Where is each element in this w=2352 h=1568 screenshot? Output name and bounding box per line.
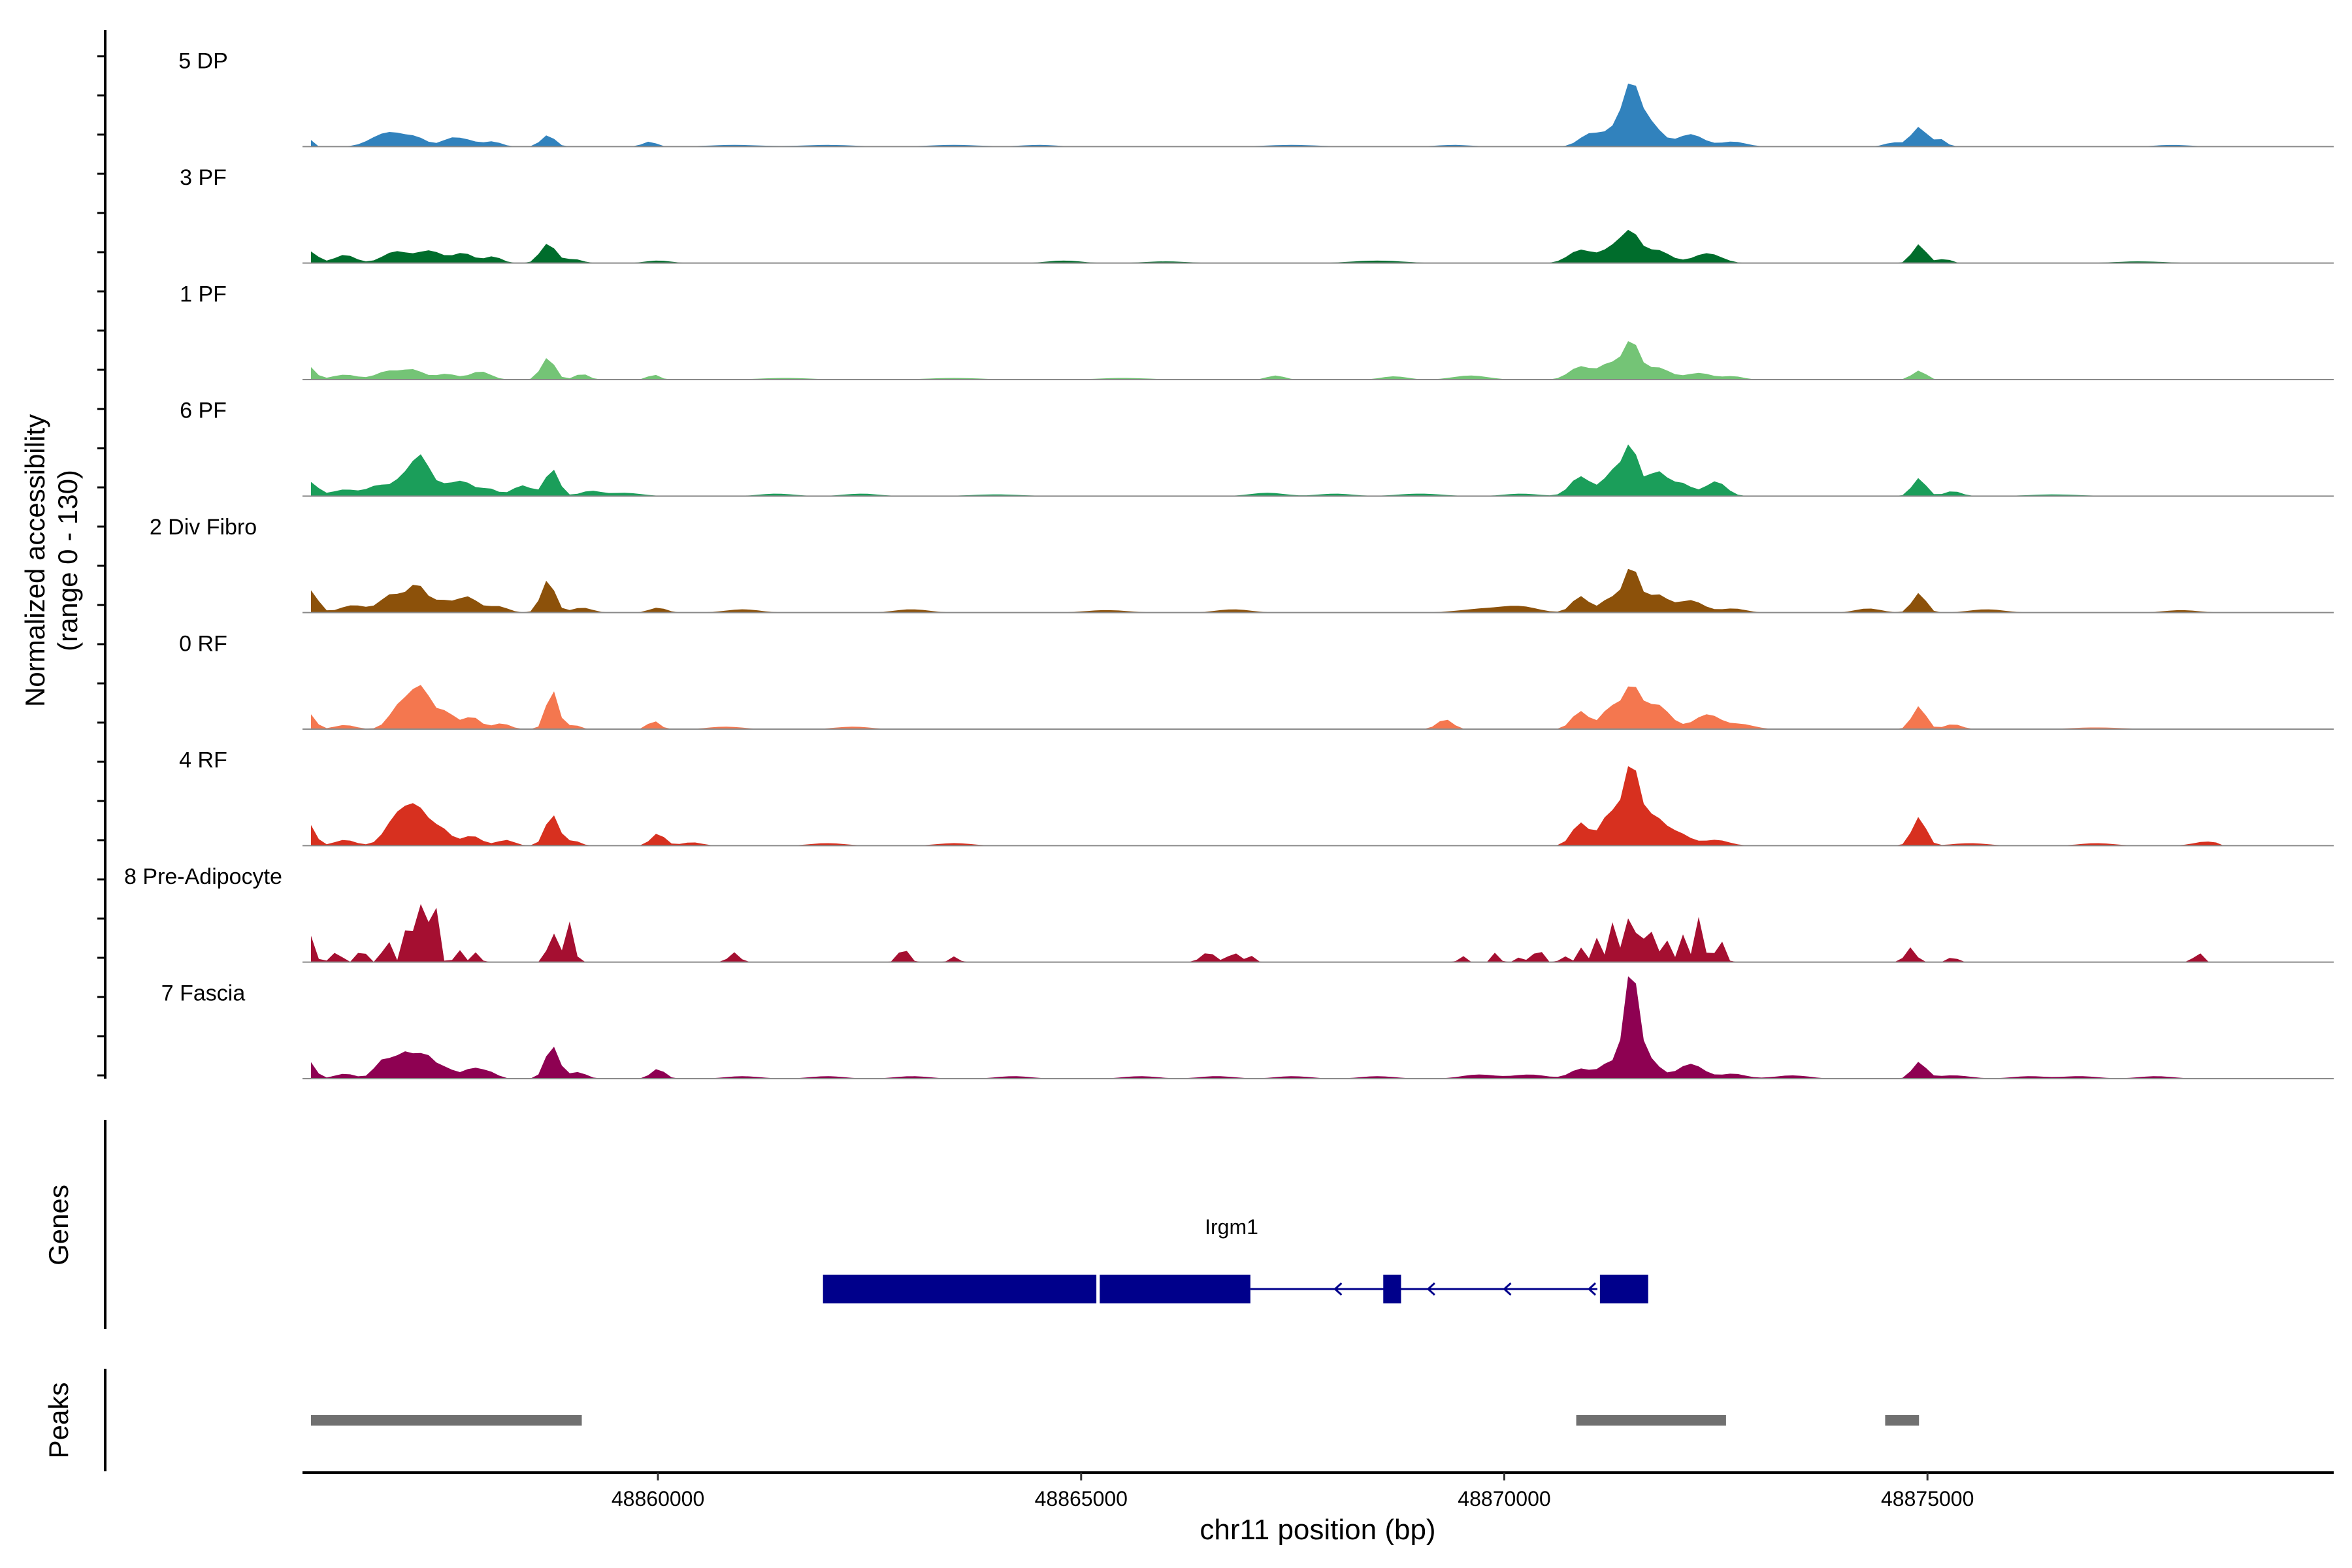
- track-7: 4 RF: [179, 748, 2334, 847]
- y-axis-title-line1: Normalized accessibility: [20, 414, 50, 707]
- peak-region: [1576, 1415, 1726, 1426]
- peaks-panel-label: Peaks: [43, 1382, 74, 1459]
- track-4: 6 PF: [180, 399, 2334, 497]
- peak-regions: [310, 1415, 1919, 1426]
- coverage-area: [311, 904, 2224, 962]
- gene-exon: [1100, 1275, 1250, 1303]
- track-label: 6 PF: [180, 399, 227, 423]
- gene-exon: [1599, 1275, 1648, 1303]
- track-label: 2 Div Fibro: [150, 515, 257, 540]
- track-6: 0 RF: [179, 631, 2334, 730]
- x-axis-ticks: 48860000 48865000 48870000 48875000: [612, 1473, 1974, 1511]
- coverage-area: [311, 685, 2224, 729]
- coverage-area: [311, 341, 2224, 380]
- coverage-area: [311, 568, 2224, 613]
- track-label: 4 RF: [179, 748, 227, 773]
- coverage-area: [311, 444, 2224, 497]
- x-tick-label: 48865000: [1035, 1487, 1128, 1511]
- strand-arrow-icon: [1426, 1282, 1435, 1296]
- track-label: 0 RF: [179, 631, 227, 656]
- gene-exon: [823, 1275, 1097, 1303]
- y-axis-title-line2: (range 0 - 130): [52, 470, 83, 651]
- tracks-panel: 5 DP 3 PF 1 PF 6 PF 2 Div Fibro 0 RF 4 RF 8 Pre…: [124, 49, 2334, 1079]
- track-9: 7 Fascia: [161, 976, 2334, 1079]
- coverage-y-ticks: [97, 55, 105, 1077]
- x-tick-label: 48860000: [612, 1487, 704, 1511]
- strand-arrow-icon: [1503, 1282, 1512, 1296]
- track-label: 1 PF: [180, 282, 227, 306]
- gene-name-label: Irgm1: [1205, 1215, 1258, 1239]
- track-2: 3 PF: [180, 165, 2334, 264]
- track-3: 1 PF: [180, 282, 2334, 380]
- coverage-area: [311, 976, 2224, 1079]
- x-tick-label: 48870000: [1458, 1487, 1550, 1511]
- track-label: 8 Pre-Adipocyte: [124, 864, 282, 889]
- peak-region: [1885, 1415, 1919, 1426]
- x-tick-label: 48875000: [1881, 1487, 1974, 1511]
- x-axis-title: chr11 position (bp): [1200, 1514, 1435, 1546]
- strand-arrow-icon: [1587, 1282, 1597, 1296]
- track-5: 2 Div Fibro: [150, 515, 2334, 613]
- genes-panel-label: Genes: [43, 1184, 74, 1266]
- peak-region: [310, 1415, 582, 1426]
- track-label: 3 PF: [180, 165, 227, 190]
- track-8: 8 Pre-Adipocyte: [124, 864, 2334, 963]
- strand-arrow-icon: [1333, 1282, 1343, 1296]
- gene-models: Irgm1: [823, 1215, 1648, 1303]
- coverage-area: [311, 766, 2224, 846]
- coverage-area: [311, 84, 2224, 147]
- coverage-area: [311, 229, 2224, 263]
- track-label: 5 DP: [178, 49, 228, 74]
- track-label: 7 Fascia: [161, 981, 246, 1005]
- track-1: 5 DP: [178, 49, 2334, 148]
- gene-exon: [1383, 1275, 1401, 1303]
